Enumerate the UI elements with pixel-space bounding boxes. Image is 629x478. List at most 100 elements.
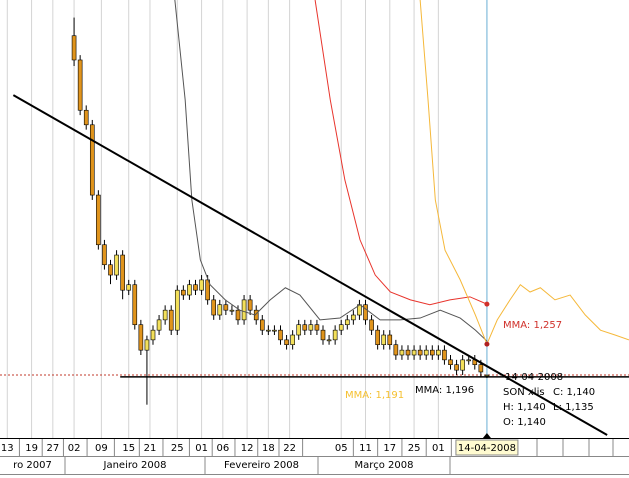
cursor-date-cell [455,439,519,456]
candle-body [102,244,107,266]
candle-body [162,309,168,321]
candle-body [332,329,338,341]
candle-body [77,59,83,111]
month-label: Fevereiro 2008 [224,460,299,471]
candle-body [181,289,186,296]
candle-body [174,289,180,331]
candle-body [296,324,302,336]
candle-body [387,334,393,346]
candle-body [290,334,295,346]
candle-body [326,339,332,342]
moving-average-line [419,0,629,346]
candle-body [229,309,235,312]
x-tick-label: 22 [283,443,296,454]
candle-body [448,359,453,365]
x-tick-label: 01 [432,443,445,454]
x-tick-label: 01 [195,443,208,454]
candle-body [241,299,247,321]
candle-body [71,35,77,61]
candle-body [247,299,253,311]
candle-body [460,359,465,371]
candle-body [454,364,459,371]
candle-body [138,324,144,351]
x-tick-label: 18 [262,443,275,454]
x-tick-label: 14-04-2008 [458,443,516,454]
x-tick-label: 06 [216,443,229,454]
candle-body [363,304,368,321]
x-tick-label: 25 [171,443,184,454]
month-label: ro 2007 [13,460,52,471]
candle-body [211,299,217,316]
info-close: C: 1,140 [553,387,595,398]
info-low: L: 1,135 [553,402,594,413]
candle-body [266,329,271,332]
moving-average-line [174,0,488,342]
candle-body [96,194,101,246]
cursor-marker [484,301,490,307]
candle-body [375,329,380,346]
cursor-date-label: 14-04-2008 [505,372,563,383]
trendline [12,94,608,436]
cursor-marker [484,341,490,347]
candle-body [381,334,387,346]
candle-body [126,284,132,291]
candle-body [466,359,472,362]
candle-body [199,279,204,291]
candle-body [369,319,374,331]
candle-body [193,284,198,291]
candle-body [83,109,89,126]
candle-body [423,349,429,356]
cursor-pointer [482,433,491,438]
candle-body [314,324,320,331]
candle-body [351,314,356,321]
month-label: Março 2008 [355,460,414,471]
candle-body [344,319,350,326]
moving-average-label: MMA: 1,196 [415,385,474,396]
moving-average-label: MMA: 1,191 [345,390,404,401]
candle-body [144,339,150,351]
candle-body [150,329,156,341]
candle-body [235,309,241,321]
candle-body [442,349,447,361]
moving-average-label: MMA: 1,257 [503,320,562,331]
x-tick-label: 25 [408,443,421,454]
candle-body [272,329,277,332]
x-tick-label: 15 [122,443,135,454]
candle-body [302,324,308,331]
candle-body [278,329,283,341]
candle-body [132,284,138,326]
candle-body [405,349,411,356]
x-tick-label: 02 [68,443,81,454]
info-open: O: 1,140 [503,417,546,428]
candle-body [417,349,423,356]
candle-body [114,254,119,276]
candle-body [223,304,229,311]
candle-body [399,349,405,356]
candle-body [393,344,399,356]
info-symbol: SON xlis [503,387,545,398]
candle-body [478,364,484,373]
axis-background [0,438,629,478]
candle-body [429,349,435,356]
x-tick-label: 05 [335,443,348,454]
candle-body [308,324,314,331]
candle-body [484,374,490,377]
candle-body [436,349,441,356]
candle-body [338,324,344,331]
candle-body [320,329,326,341]
candle-body [411,349,417,356]
info-high: H: 1,140 [503,402,546,413]
x-tick-label: 27 [46,443,59,454]
month-label: Janeiro 2008 [103,460,167,471]
candle-body [156,319,162,331]
candle-body [259,319,265,331]
x-tick-label: 11 [359,443,372,454]
x-tick-label: 13 [1,443,14,454]
x-tick-label: 12 [241,443,254,454]
candle-body [89,124,95,196]
candle-body [168,309,174,331]
x-tick-label: 19 [25,443,38,454]
candle-body [217,304,223,316]
